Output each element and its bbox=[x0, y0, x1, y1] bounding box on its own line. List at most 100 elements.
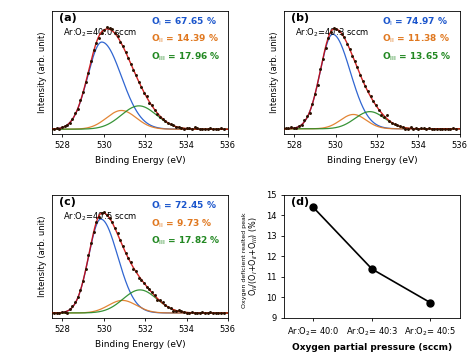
Text: O$_{\rm I}$ = 67.65 %: O$_{\rm I}$ = 67.65 % bbox=[151, 16, 217, 28]
Point bbox=[322, 45, 329, 51]
Point bbox=[117, 237, 124, 243]
Point bbox=[69, 304, 76, 309]
Point bbox=[180, 309, 188, 314]
Point bbox=[84, 70, 92, 76]
Point bbox=[207, 125, 214, 131]
Point bbox=[301, 117, 308, 123]
Point bbox=[164, 120, 172, 126]
Point bbox=[412, 126, 419, 131]
Point bbox=[175, 307, 182, 313]
Point bbox=[356, 72, 364, 78]
Text: O$_{\rm II}$ = 9.73 %: O$_{\rm II}$ = 9.73 % bbox=[151, 217, 212, 230]
Point bbox=[191, 310, 198, 316]
Point bbox=[180, 126, 188, 132]
Point bbox=[148, 103, 156, 108]
Text: O$_{\rm I}$ = 72.45 %: O$_{\rm I}$ = 72.45 % bbox=[151, 200, 217, 212]
Point bbox=[122, 250, 129, 256]
Point bbox=[410, 126, 417, 132]
Point bbox=[90, 229, 98, 235]
Point bbox=[77, 97, 84, 103]
Point bbox=[109, 219, 116, 225]
Point bbox=[95, 35, 103, 40]
Point bbox=[74, 106, 82, 112]
Point bbox=[292, 125, 300, 131]
Point bbox=[274, 126, 282, 131]
Point bbox=[423, 126, 430, 132]
Point bbox=[106, 215, 113, 221]
Point bbox=[71, 110, 79, 116]
Point bbox=[156, 297, 164, 303]
Point bbox=[87, 240, 95, 245]
Point bbox=[217, 125, 225, 131]
Point bbox=[309, 101, 316, 107]
Point bbox=[319, 56, 327, 61]
Point bbox=[82, 79, 90, 85]
Point bbox=[140, 90, 148, 96]
Point bbox=[146, 100, 153, 105]
Point bbox=[66, 306, 73, 312]
Point bbox=[95, 214, 103, 220]
X-axis label: Binding Energy (eV): Binding Energy (eV) bbox=[95, 340, 185, 349]
Point bbox=[351, 58, 359, 64]
Point bbox=[188, 126, 196, 132]
Point bbox=[170, 308, 177, 314]
Point bbox=[314, 82, 321, 87]
Point bbox=[354, 64, 361, 70]
Point bbox=[199, 126, 206, 132]
Point bbox=[66, 120, 73, 126]
Text: (d): (d) bbox=[291, 197, 309, 208]
Point bbox=[370, 98, 377, 104]
Point bbox=[199, 310, 206, 316]
Point bbox=[79, 278, 87, 284]
Point bbox=[127, 259, 135, 265]
Point bbox=[146, 287, 153, 292]
Point bbox=[61, 309, 68, 314]
Point bbox=[100, 27, 108, 32]
Point bbox=[151, 107, 158, 113]
Text: (b): (b) bbox=[291, 13, 309, 23]
Point bbox=[77, 287, 84, 293]
Point bbox=[130, 266, 137, 272]
Point bbox=[185, 125, 193, 131]
Point bbox=[287, 124, 295, 130]
Point bbox=[103, 212, 111, 218]
Point bbox=[327, 30, 335, 35]
Point bbox=[154, 297, 161, 303]
Point bbox=[415, 126, 422, 132]
Point bbox=[183, 125, 191, 131]
Point bbox=[449, 126, 457, 131]
Point bbox=[50, 126, 58, 132]
Point bbox=[348, 53, 356, 58]
Point bbox=[215, 126, 222, 132]
Point bbox=[92, 40, 100, 46]
Point bbox=[196, 310, 204, 316]
Point bbox=[295, 123, 303, 129]
Point bbox=[177, 308, 185, 314]
Point bbox=[183, 310, 191, 316]
Text: O$_{\rm III}$ = 13.65 %: O$_{\rm III}$ = 13.65 % bbox=[383, 50, 452, 62]
Text: Oxygen deficient realted peak: Oxygen deficient realted peak bbox=[242, 212, 246, 308]
Point bbox=[359, 78, 366, 83]
Point bbox=[388, 121, 396, 126]
Point bbox=[193, 310, 201, 316]
Point bbox=[277, 126, 284, 132]
Point bbox=[346, 45, 353, 51]
Point bbox=[69, 116, 76, 122]
Text: Ar:O$_2$=40:0 sccm: Ar:O$_2$=40:0 sccm bbox=[63, 27, 137, 39]
Point bbox=[303, 114, 311, 119]
Point bbox=[210, 310, 217, 316]
Point bbox=[71, 299, 79, 304]
Text: O$_{\rm I}$ = 74.97 %: O$_{\rm I}$ = 74.97 % bbox=[383, 16, 448, 28]
Point bbox=[399, 124, 406, 130]
Point bbox=[401, 126, 409, 131]
Point bbox=[204, 126, 211, 132]
Point bbox=[124, 55, 132, 61]
Point bbox=[42, 125, 50, 131]
Point bbox=[74, 294, 82, 300]
Point bbox=[343, 41, 351, 47]
X-axis label: Binding Energy (eV): Binding Energy (eV) bbox=[95, 156, 185, 165]
Point bbox=[317, 66, 324, 72]
Point bbox=[109, 26, 116, 32]
Point bbox=[215, 310, 222, 316]
Point bbox=[204, 310, 211, 316]
